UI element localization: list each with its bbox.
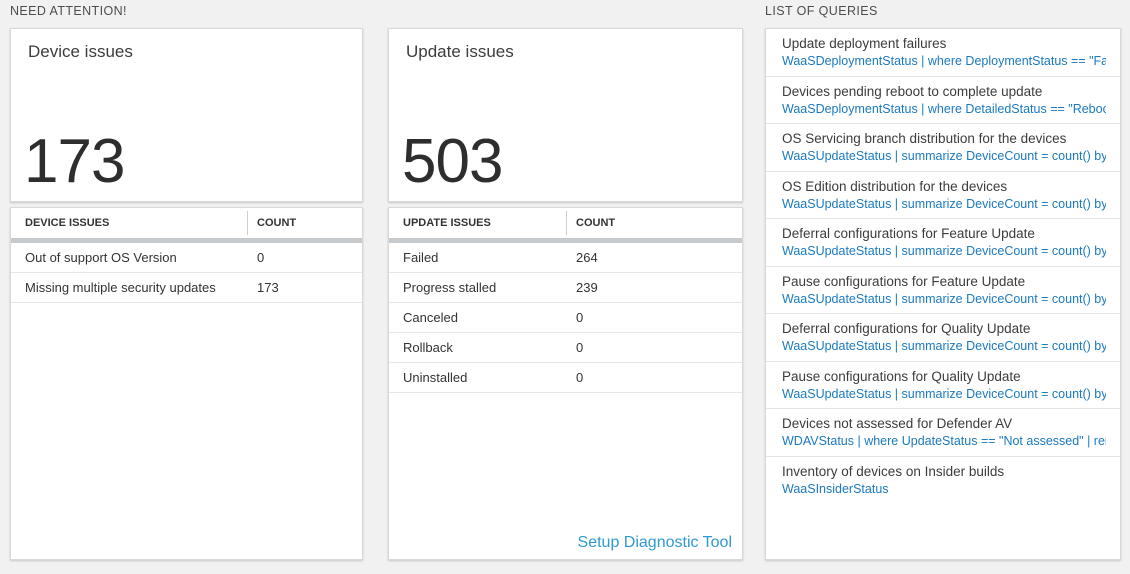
query-item-title: OS Servicing branch distribution for the… [782, 131, 1067, 146]
query-list-item[interactable]: Update deployment failures WaaSDeploymen… [766, 29, 1120, 77]
query-list-item[interactable]: Deferral configurations for Quality Upda… [766, 314, 1120, 362]
query-list-panel: Update deployment failures WaaSDeploymen… [765, 28, 1121, 560]
row-label: Uninstalled [403, 370, 468, 385]
query-item-query-text: WaaSDeploymentStatus | where DeploymentS… [782, 54, 1106, 68]
list-of-queries-section-title: LIST OF QUERIES [765, 4, 878, 18]
device-issues-table-panel: DEVICE ISSUES COUNT Out of support OS Ve… [10, 207, 363, 560]
query-item-title: Devices pending reboot to complete updat… [782, 83, 1043, 99]
update-issues-count: 503 [402, 127, 503, 196]
row-label: Canceled [403, 310, 458, 325]
table-row[interactable]: Failed 264 [389, 243, 742, 273]
table-scrollbar[interactable] [11, 238, 362, 243]
query-item-title: OS Edition distribution for the devices [782, 178, 1008, 194]
update-issues-header-label: UPDATE ISSUES [403, 217, 491, 229]
row-count: 239 [576, 280, 598, 295]
query-item-query-text: WaaSUpdateStatus | summarize DeviceCount… [782, 244, 1106, 258]
query-item-query-text: WaaSInsiderStatus [782, 481, 889, 496]
query-list-item[interactable]: Devices not assessed for Defender AV WDA… [766, 409, 1120, 457]
query-list-item[interactable]: Pause configurations for Quality Update … [766, 362, 1120, 409]
row-label: Out of support OS Version [25, 250, 177, 265]
row-count: 264 [576, 250, 598, 265]
device-issues-card-title: Device issues [28, 42, 133, 61]
query-item-title: Inventory of devices on Insider builds [782, 463, 1005, 479]
query-list-item[interactable]: Pause configurations for Feature Update … [766, 267, 1120, 314]
table-scrollbar[interactable] [389, 238, 742, 243]
query-item-query-text: WaaSUpdateStatus | summarize DeviceCount… [782, 196, 1106, 211]
device-issues-count: 173 [24, 127, 125, 196]
row-count: 0 [576, 340, 584, 355]
row-count: 0 [257, 250, 265, 265]
setup-diagnostic-tool-link[interactable]: Setup Diagnostic Tool [577, 534, 732, 551]
table-row[interactable]: Out of support OS Version 0 [11, 243, 362, 273]
row-label: Missing multiple security updates [25, 280, 216, 295]
query-list-item[interactable]: OS Servicing branch distribution for the… [766, 124, 1120, 172]
query-item-query-text: WaaSDeploymentStatus | where DetailedSta… [782, 101, 1106, 116]
update-issues-table-body: Failed 264 Progress stalled 239 Canceled… [389, 243, 742, 393]
query-list-item[interactable]: Devices pending reboot to complete updat… [766, 77, 1120, 124]
update-issues-card[interactable]: Update issues 503 [388, 28, 743, 202]
device-issues-table-body: Out of support OS Version 0 Missing mult… [11, 243, 362, 303]
query-item-query-text: WDAVStatus | where UpdateStatus == "Not … [782, 434, 1106, 448]
table-row[interactable]: Rollback 0 [389, 333, 742, 363]
table-row[interactable]: Uninstalled 0 [389, 363, 742, 393]
query-item-query-text: WaaSUpdateStatus | summarize DeviceCount… [782, 339, 1106, 353]
query-list-item[interactable]: Inventory of devices on Insider builds W… [766, 457, 1120, 505]
need-attention-section-title: NEED ATTENTION! [10, 4, 127, 18]
query-item-title: Deferral configurations for Feature Upda… [782, 226, 1035, 241]
query-item-title: Deferral configurations for Quality Upda… [782, 321, 1031, 336]
query-list-item[interactable]: Deferral configurations for Feature Upda… [766, 219, 1120, 267]
column-divider [247, 211, 248, 235]
query-item-title: Pause configurations for Feature Update [782, 273, 1026, 289]
query-item-query-text: WaaSUpdateStatus | summarize DeviceCount… [782, 291, 1106, 306]
query-item-title: Pause configurations for Quality Update [782, 368, 1021, 384]
column-divider [566, 211, 567, 235]
query-item-query-text: WaaSUpdateStatus | summarize DeviceCount… [782, 386, 1106, 401]
row-label: Failed [403, 250, 439, 265]
row-label: Progress stalled [403, 280, 497, 295]
query-list-item[interactable]: OS Edition distribution for the devices … [766, 172, 1120, 219]
table-row[interactable]: Progress stalled 239 [389, 273, 742, 303]
update-issues-table-panel: UPDATE ISSUES COUNT Failed 264 Progress … [388, 207, 743, 560]
row-label: Rollback [403, 340, 453, 355]
device-issues-card[interactable]: Device issues 173 [10, 28, 363, 202]
row-count: 173 [257, 280, 279, 295]
table-row[interactable]: Missing multiple security updates 173 [11, 273, 362, 303]
query-item-title: Update deployment failures [782, 36, 947, 51]
row-count: 0 [576, 310, 584, 325]
table-row[interactable]: Canceled 0 [389, 303, 742, 333]
update-issues-table-header: UPDATE ISSUES COUNT [389, 208, 742, 238]
query-item-title: Devices not assessed for Defender AV [782, 416, 1013, 431]
update-issues-card-title: Update issues [406, 42, 514, 61]
device-issues-table-header: DEVICE ISSUES COUNT [11, 208, 362, 238]
query-item-query-text: WaaSUpdateStatus | summarize DeviceCount… [782, 149, 1106, 163]
device-issues-header-count: COUNT [257, 217, 297, 229]
row-count: 0 [576, 370, 584, 385]
update-issues-header-count: COUNT [576, 217, 616, 229]
device-issues-header-label: DEVICE ISSUES [25, 217, 110, 229]
